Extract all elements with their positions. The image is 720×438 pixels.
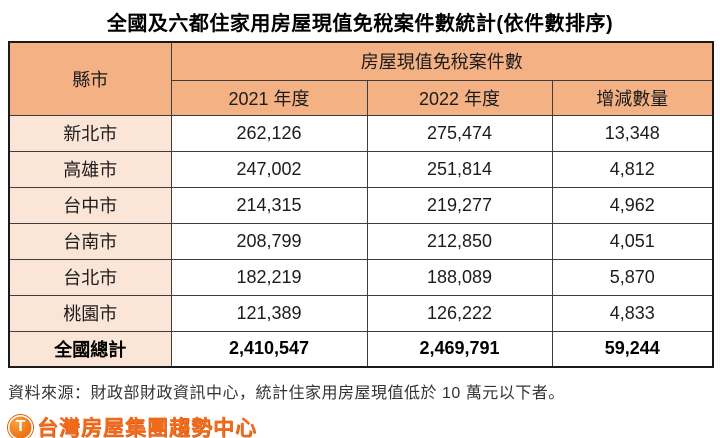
diff-cell: 5,870	[551, 258, 714, 296]
header-row-group: 縣市 房屋現值免稅案件數	[8, 41, 714, 116]
diff-cell: 4,812	[551, 150, 714, 188]
value-2021-cell: 208,799	[170, 222, 368, 260]
value-2021-cell: 121,389	[170, 294, 368, 332]
value-2022-cell: 275,474	[366, 114, 553, 152]
value-2021-cell: 262,126	[170, 114, 368, 152]
city-cell: 台北市	[8, 258, 172, 296]
value-2021-cell: 214,315	[170, 186, 368, 224]
value-2021-cell: 247,002	[170, 150, 368, 188]
city-cell: 台南市	[8, 222, 172, 260]
total-label-cell: 全國總計	[8, 330, 172, 368]
source-note: 資料來源：財政部財政資訊中心，統計住家用房屋現值低於 10 萬元以下者。	[8, 385, 565, 402]
city-cell: 台中市	[8, 186, 172, 224]
value-2022-cell: 126,222	[366, 294, 553, 332]
table-row-new-taipei: 新北市 262,126 275,474 13,348	[8, 114, 714, 152]
table-row-taichung: 台中市 214,315 219,277 4,962	[8, 186, 714, 224]
page-title: 全國及六都住家用房屋現值免稅案件數統計(依件數排序)	[106, 13, 614, 35]
diff-cell: 13,348	[551, 114, 714, 152]
table-row-taipei: 台北市 182,219 188,089 5,870	[8, 258, 714, 296]
total-2021-cell: 2,410,547	[170, 330, 368, 368]
value-2022-cell: 212,850	[366, 222, 553, 260]
header-2022: 2022 年度	[366, 79, 553, 116]
total-diff-cell: 59,244	[551, 330, 714, 368]
total-2022-cell: 2,469,791	[366, 330, 553, 368]
header-city: 縣市	[8, 41, 172, 116]
header-group: 房屋現值免稅案件數	[170, 41, 714, 81]
diff-cell: 4,833	[551, 294, 714, 332]
table-row-taoyuan: 桃園市 121,389 126,222 4,833	[8, 294, 714, 332]
diff-cell: 4,962	[551, 186, 714, 224]
value-2022-cell: 251,814	[366, 150, 553, 188]
city-cell: 新北市	[8, 114, 172, 152]
value-2021-cell: 182,219	[170, 258, 368, 296]
logo-text: 台灣房屋集團趨勢中心	[37, 417, 257, 438]
table-row-tainan: 台南市 208,799 212,850 4,051	[8, 222, 714, 260]
table-row-national-total: 全國總計 2,410,547 2,469,791 59,244	[8, 330, 714, 368]
city-cell: 高雄市	[8, 150, 172, 188]
header-2021: 2021 年度	[170, 79, 368, 116]
header-diff: 增減數量	[551, 79, 714, 116]
value-2022-cell: 219,277	[366, 186, 553, 224]
table-row-kaohsiung: 高雄市 247,002 251,814 4,812	[8, 150, 714, 188]
diff-cell: 4,051	[551, 222, 714, 260]
value-2022-cell: 188,089	[366, 258, 553, 296]
exemption-stats-table: 縣市 房屋現值免稅案件數 2021 年度 2022 年度 增減數量 新北市 26…	[8, 41, 714, 368]
taiwan-housing-logo: T 台灣房屋集團趨勢中心	[8, 412, 720, 438]
taiwan-housing-circle-t-icon: T	[8, 414, 33, 438]
city-cell: 桃園市	[8, 294, 172, 332]
header-row-years: 2021 年度 2022 年度 增減數量	[9, 79, 714, 116]
